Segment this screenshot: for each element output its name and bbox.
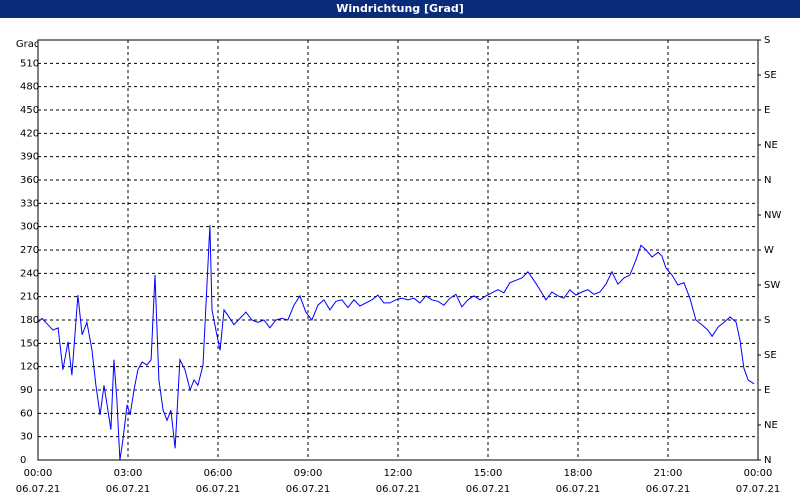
y-tick-label: 390 xyxy=(20,152,39,163)
y-tick-label: 360 xyxy=(20,175,39,186)
y2-tick-label: S xyxy=(764,315,770,326)
y-tick-label: 30 xyxy=(20,432,33,443)
plot-frame xyxy=(37,39,759,461)
x-tick-label: 18:00 xyxy=(564,468,593,479)
y-tick-label: 90 xyxy=(20,385,33,396)
y-tick-label: 0 xyxy=(20,455,26,466)
x-tick-label: 06:00 xyxy=(204,468,233,479)
x-tick-date: 06.07.21 xyxy=(196,484,241,495)
x-tick-label: 03:00 xyxy=(114,468,143,479)
y-tick-label: 270 xyxy=(20,245,39,256)
x-tick-label: 21:00 xyxy=(654,468,683,479)
y2-tick-label: W xyxy=(764,245,774,256)
x-tick-label: 12:00 xyxy=(384,468,413,479)
x-tick-label: 09:00 xyxy=(294,468,323,479)
y-tick-label: 60 xyxy=(20,408,33,419)
y2-tick-label: E xyxy=(764,105,770,116)
y-tick-label: 420 xyxy=(20,128,39,139)
y-tick-label: 120 xyxy=(20,362,39,373)
x-tick-date: 06.07.21 xyxy=(646,484,691,495)
y2-tick-label: NW xyxy=(764,210,781,221)
x-tick-date: 06.07.21 xyxy=(556,484,601,495)
data-line xyxy=(37,225,755,461)
x-tick-label: 15:00 xyxy=(474,468,503,479)
y-tick-label: 180 xyxy=(20,315,39,326)
y2-tick-label: S xyxy=(764,35,770,46)
y-tick-label: 300 xyxy=(20,222,39,233)
y2-tick-label: NE xyxy=(764,420,778,431)
y-tick-label: 330 xyxy=(20,198,39,209)
y2-tick-label: SW xyxy=(764,280,780,291)
x-tick-label: 00:00 xyxy=(744,468,773,479)
title-bar xyxy=(0,0,800,18)
y2-tick-label: SE xyxy=(764,70,777,81)
y-tick-label: 210 xyxy=(20,292,39,303)
y-axis-label: Grad xyxy=(16,39,40,50)
y-tick-label: 150 xyxy=(20,338,39,349)
y-tick-label: 480 xyxy=(20,82,39,93)
y2-tick-label: NE xyxy=(764,140,778,151)
x-tick-label: 00:00 xyxy=(24,468,53,479)
y2-tick-label: N xyxy=(764,455,771,466)
y2-tick-label: E xyxy=(764,385,770,396)
y-tick-label: 510 xyxy=(20,58,39,69)
x-tick-date: 06.07.21 xyxy=(466,484,511,495)
y2-tick-label: SE xyxy=(764,350,777,361)
x-tick-date: 06.07.21 xyxy=(16,484,61,495)
x-tick-date: 06.07.21 xyxy=(106,484,151,495)
y-tick-label: 240 xyxy=(20,268,39,279)
y-tick-label: 450 xyxy=(20,105,39,116)
y2-tick-label: N xyxy=(764,175,771,186)
x-tick-date: 06.07.21 xyxy=(286,484,331,495)
x-tick-date: 07.07.21 xyxy=(736,484,781,495)
chart-title: Windrichtung [Grad] xyxy=(336,2,464,15)
x-tick-date: 06.07.21 xyxy=(376,484,421,495)
